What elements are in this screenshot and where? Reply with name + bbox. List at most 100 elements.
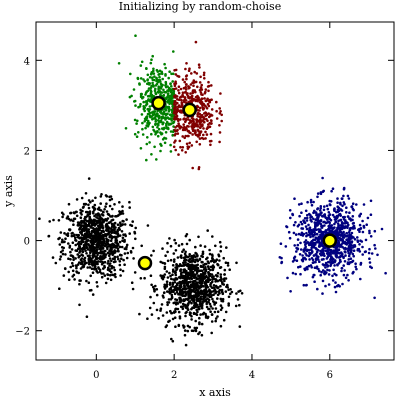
data-point xyxy=(174,249,178,252)
data-point xyxy=(380,227,384,231)
data-point xyxy=(210,331,213,335)
data-point xyxy=(186,308,190,312)
data-point xyxy=(220,119,223,123)
data-point xyxy=(148,108,152,111)
data-point xyxy=(169,89,173,93)
data-point xyxy=(317,267,320,271)
data-point xyxy=(313,231,317,234)
data-point xyxy=(134,34,137,37)
data-point xyxy=(167,109,171,113)
data-point xyxy=(77,223,81,226)
data-point xyxy=(145,90,149,93)
data-point xyxy=(345,231,349,235)
data-point xyxy=(195,308,198,312)
data-point xyxy=(99,202,102,205)
data-point xyxy=(118,210,121,213)
data-point xyxy=(204,269,208,273)
data-point xyxy=(196,268,199,271)
data-point xyxy=(342,255,345,259)
data-point xyxy=(174,100,177,104)
data-point xyxy=(342,264,346,267)
data-point xyxy=(152,67,155,71)
data-point xyxy=(98,247,101,250)
data-point xyxy=(75,270,78,273)
data-point xyxy=(162,88,165,92)
data-point xyxy=(145,116,148,119)
data-point xyxy=(63,232,66,235)
data-point xyxy=(157,123,160,127)
data-point xyxy=(301,227,305,230)
data-point xyxy=(201,260,204,264)
data-point xyxy=(97,217,100,220)
data-point xyxy=(95,250,98,253)
data-point xyxy=(102,234,105,238)
data-point xyxy=(203,77,206,80)
data-point xyxy=(325,204,329,208)
data-point xyxy=(174,115,178,118)
data-point xyxy=(105,237,108,240)
data-point xyxy=(339,260,342,263)
data-point xyxy=(152,78,156,82)
data-point xyxy=(83,259,87,263)
data-point xyxy=(303,240,306,244)
data-point xyxy=(193,129,197,132)
data-point xyxy=(310,203,314,207)
data-point xyxy=(119,274,122,277)
data-point xyxy=(312,254,316,257)
data-point xyxy=(169,150,173,153)
data-point xyxy=(134,104,137,107)
data-point xyxy=(146,136,149,139)
data-point xyxy=(343,269,346,272)
data-point xyxy=(304,239,308,242)
data-point xyxy=(167,290,171,294)
data-point xyxy=(216,271,220,275)
data-point xyxy=(187,125,190,128)
data-point xyxy=(101,237,105,241)
data-point xyxy=(156,126,159,129)
data-point xyxy=(168,70,171,73)
data-point xyxy=(155,68,159,72)
data-point xyxy=(114,215,117,218)
data-point xyxy=(101,226,105,229)
data-point xyxy=(80,240,83,243)
data-point xyxy=(227,304,230,307)
data-point xyxy=(279,242,283,245)
data-point xyxy=(98,256,101,260)
data-point xyxy=(337,240,341,244)
data-point xyxy=(112,260,116,264)
data-point xyxy=(157,127,161,131)
data-point xyxy=(131,220,134,223)
data-point xyxy=(194,95,198,99)
data-point xyxy=(211,297,214,301)
data-point xyxy=(201,269,204,273)
series-4 xyxy=(278,176,387,300)
data-point xyxy=(153,75,156,78)
data-point xyxy=(198,287,201,290)
data-point xyxy=(159,142,162,146)
data-point xyxy=(202,127,205,130)
data-point xyxy=(80,247,84,251)
data-point xyxy=(229,292,232,296)
data-point xyxy=(173,316,177,320)
data-point xyxy=(113,250,117,253)
data-point xyxy=(140,60,144,64)
data-point xyxy=(313,280,316,284)
data-point xyxy=(365,223,369,226)
data-point xyxy=(131,246,135,250)
data-point xyxy=(178,290,182,293)
data-point xyxy=(300,231,304,235)
data-point xyxy=(197,63,201,66)
data-point xyxy=(192,254,196,257)
data-point xyxy=(200,333,204,337)
data-point xyxy=(96,245,99,249)
data-point xyxy=(312,273,316,277)
data-point xyxy=(294,272,298,276)
data-point xyxy=(145,67,148,70)
data-point xyxy=(319,213,322,216)
data-point xyxy=(180,256,183,260)
data-point xyxy=(98,270,102,274)
data-point xyxy=(331,187,335,190)
data-point xyxy=(344,254,347,257)
data-point xyxy=(212,284,216,287)
data-point xyxy=(105,219,108,222)
